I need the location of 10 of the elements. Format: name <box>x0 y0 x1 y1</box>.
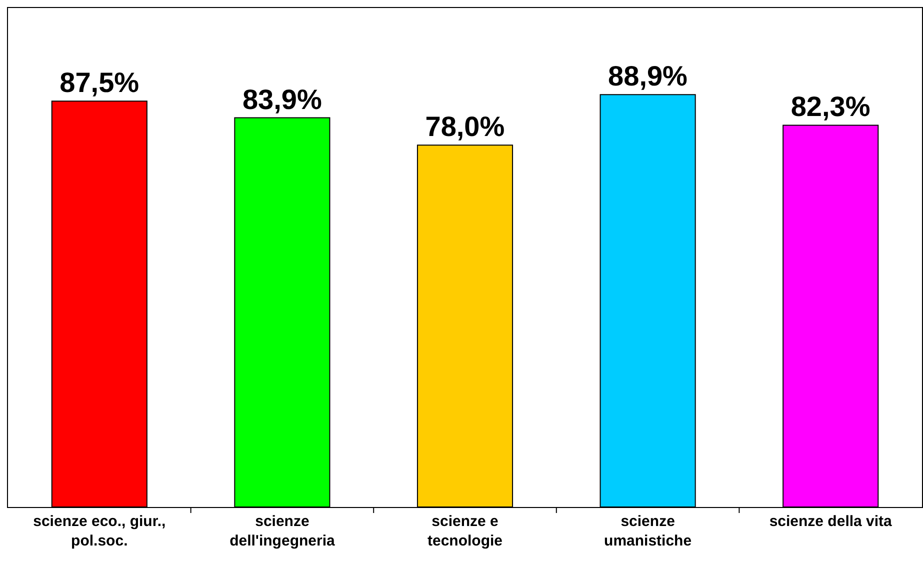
data-label: 78,0% <box>425 111 505 142</box>
data-label: 82,3% <box>790 91 870 122</box>
data-label: 87,5% <box>60 67 140 98</box>
x-tick-label: scienze dell'ingegneria <box>230 513 336 550</box>
data-label: 83,9% <box>242 84 322 115</box>
x-tick-label: scienze e tecnologie <box>427 513 503 550</box>
x-tick-label: scienze umanistiche <box>604 513 692 550</box>
x-tick-label: scienze della vita <box>769 513 893 530</box>
data-label: 88,9% <box>608 60 688 92</box>
x-tick-label: scienze eco., giur., pol.soc. <box>33 513 166 550</box>
